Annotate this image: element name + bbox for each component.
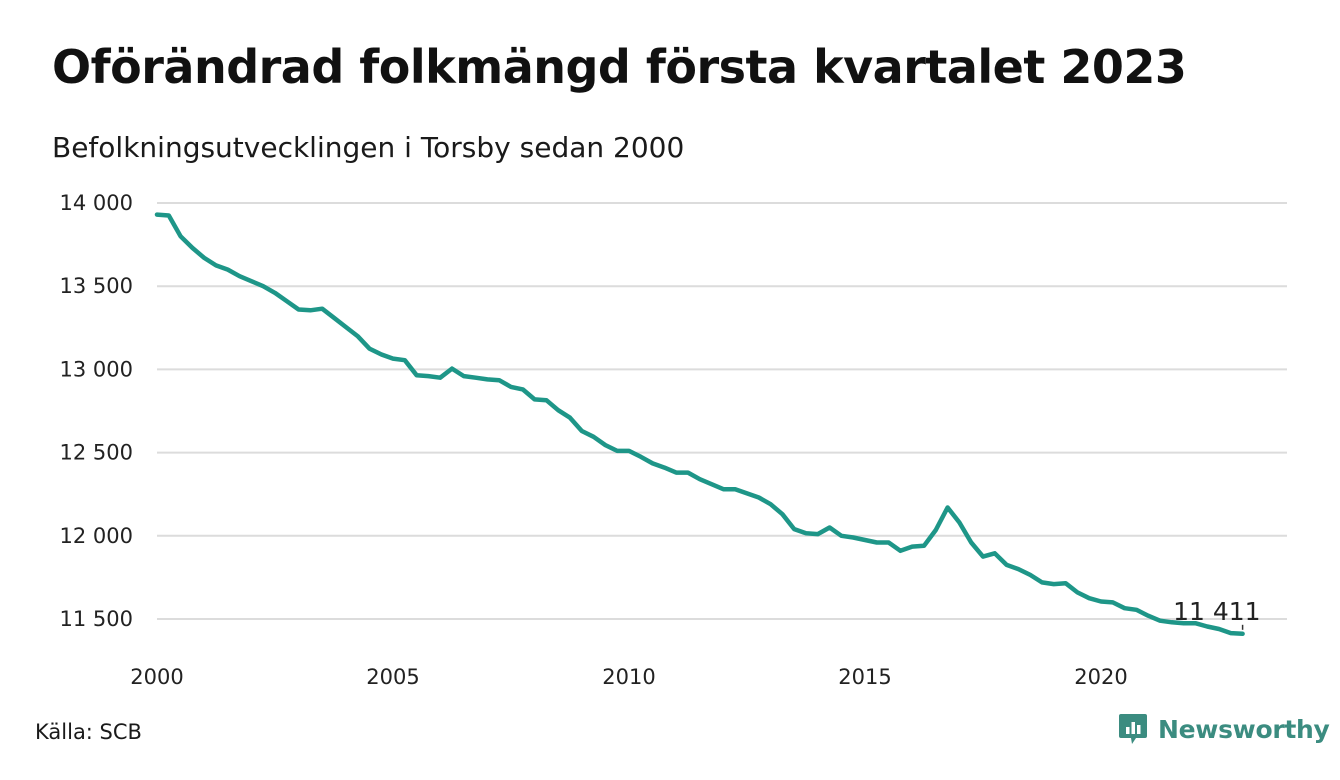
y-tick-label: 13 500 [60, 274, 133, 298]
source-note: Källa: SCB [35, 720, 142, 744]
x-tick-label: 2000 [130, 665, 183, 689]
end-value-label: 11 411 [1173, 597, 1260, 626]
y-tick-label: 12 500 [60, 441, 133, 465]
y-tick-label: 12 000 [60, 524, 133, 548]
x-tick-label: 2005 [366, 665, 419, 689]
gridlines [157, 202, 1287, 620]
data-labels: 11 411 [1173, 597, 1261, 630]
page-title: Oförändrad folkmängd första kvartalet 20… [52, 40, 1187, 94]
y-tick-label: 13 000 [60, 357, 133, 381]
x-tick-label: 2020 [1074, 665, 1127, 689]
x-tick-label: 2015 [838, 665, 891, 689]
series-lines [154, 212, 1245, 637]
x-tick-label: 2010 [602, 665, 655, 689]
y-tick-label: 11 500 [60, 607, 133, 631]
brand-logo: Newsworthy [1118, 712, 1330, 746]
y-tick-label: 14 000 [60, 191, 133, 215]
page-subtitle: Befolkningsutvecklingen i Torsby sedan 2… [52, 131, 685, 164]
series-line [154, 212, 1245, 637]
axis-tick-labels: 11 500 12 000 12 500 13 000 13 500 14 000 2000… [60, 191, 1128, 689]
brand-name: Newsworthy [1158, 714, 1330, 744]
newsworthy-logo-icon [1119, 714, 1147, 744]
